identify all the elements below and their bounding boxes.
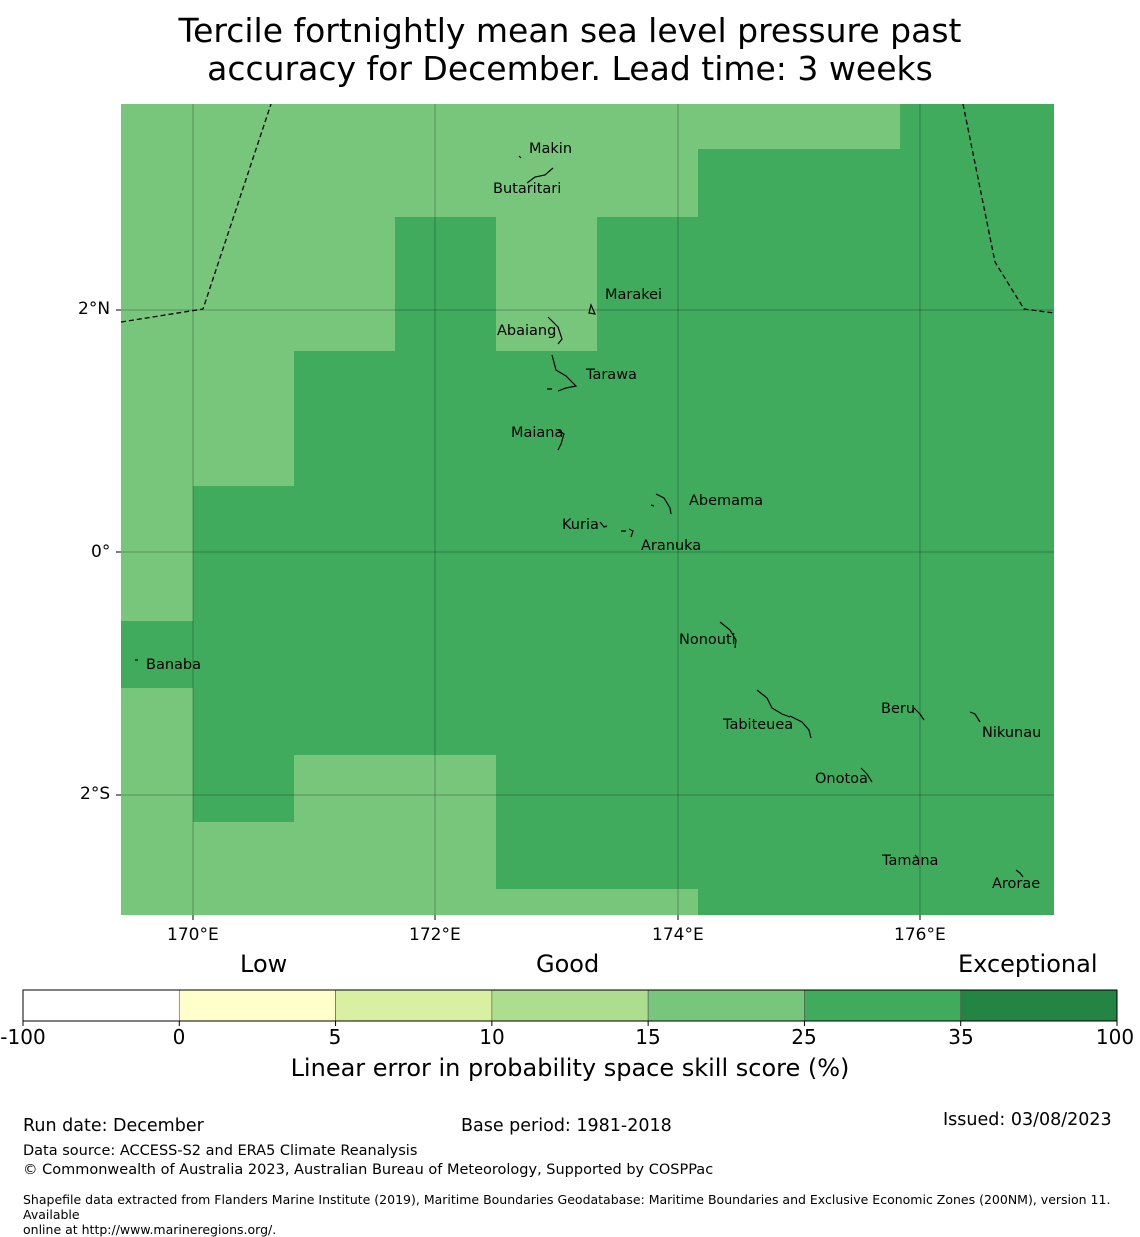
colorbar-axis-label: Linear error in probability space skill … <box>290 1054 850 1082</box>
colorbar-label-exceptional: Exceptional <box>958 950 1098 978</box>
place-label-butaritari: Butaritari <box>493 181 562 197</box>
graticule <box>121 104 1054 915</box>
island-arorae-shape <box>1015 869 1024 878</box>
eez-boundary <box>120 103 1055 323</box>
score-grid <box>121 104 1054 915</box>
place-label-tabiteuea: Tabiteuea <box>723 717 794 733</box>
island-beru-shape <box>913 707 925 721</box>
lon-label-174e: 174°E <box>652 925 704 945</box>
issued-date: Issued: 03/08/2023 <box>943 1110 1112 1130</box>
colorbar-tick-label: 15 <box>635 1025 661 1049</box>
island-tamana-shape <box>914 854 919 859</box>
island-maiana-shape <box>557 429 565 451</box>
colorbar-segment <box>335 989 493 1022</box>
island-onotoa-shape <box>860 767 873 783</box>
colorbar-tick-label: 35 <box>948 1025 974 1049</box>
chart-title-line-1: Tercile fortnightly mean sea level press… <box>178 11 962 50</box>
colorbar-tick-label: 0 <box>172 1025 186 1049</box>
place-label-nikunau: Nikunau <box>982 725 1042 741</box>
island-abemama-shape <box>650 493 672 515</box>
axis-ticks <box>116 309 921 920</box>
island-tarawa-shape <box>547 354 578 392</box>
place-label-maiana: Maiana <box>511 425 564 441</box>
region-score-25-35 <box>121 104 1054 915</box>
eez-boundary-east <box>962 103 1055 314</box>
island-kuria-shape <box>599 521 608 528</box>
lon-label-170e: 170°E <box>167 925 219 945</box>
copyright-notice: © Commonwealth of Australia 2023, Austra… <box>23 1162 714 1178</box>
place-label-onotoa: Onotoa <box>815 771 868 787</box>
colorbar-segment <box>647 989 805 1022</box>
lat-label-0: 0° <box>91 542 111 562</box>
lat-label-2s: 2°S <box>80 784 111 804</box>
colorbar-segment <box>491 989 649 1022</box>
lon-label-176e: 176°E <box>894 925 946 945</box>
place-label-arorae: Arorae <box>992 876 1041 892</box>
island-aranuka-shape <box>621 528 634 538</box>
island-abaiang-shape <box>547 316 563 345</box>
place-label-tamana: Tamana <box>882 853 939 869</box>
shapefile-credit-line-1: Shapefile data extracted from Flanders M… <box>23 1192 1111 1222</box>
place-label-aranuka: Aranuka <box>641 538 702 554</box>
colorbar-segment <box>178 989 336 1022</box>
colorbar <box>22 989 1118 1026</box>
colorbar-tick-label: 10 <box>479 1025 505 1049</box>
place-label-marakei: Marakei <box>605 287 663 303</box>
colorbar-segment <box>22 989 180 1022</box>
place-label-tarawa: Tarawa <box>586 367 637 383</box>
data-source: Data source: ACCESS-S2 and ERA5 Climate … <box>23 1143 418 1159</box>
colorbar-segment <box>960 989 1118 1022</box>
island-nikunau-shape <box>969 711 981 723</box>
chart-title-line-2: accuracy for December. Lead time: 3 week… <box>207 49 933 88</box>
island-marakei-shape <box>588 303 597 315</box>
place-label-nonouti: Nonouti <box>679 632 736 648</box>
base-period: Base period: 1981-2018 <box>461 1116 672 1136</box>
island-nonouti-shape <box>719 621 737 649</box>
island-tabiteuea-shape <box>756 689 812 739</box>
run-date: Run date: December <box>23 1116 204 1136</box>
lon-label-172e: 172°E <box>409 925 461 945</box>
place-label-makin: Makin <box>529 141 573 157</box>
island-butaritari-shape <box>526 167 554 184</box>
colorbar-label-low: Low <box>240 950 288 978</box>
colorbar-label-good: Good <box>536 950 600 978</box>
colorbar-tick-label: 5 <box>328 1025 342 1049</box>
colorbar-tick-label: 25 <box>791 1025 817 1049</box>
place-label-abemama: Abemama <box>689 493 764 509</box>
island-outlines <box>135 155 1024 878</box>
place-label-banaba: Banaba <box>146 657 201 673</box>
eez-boundary-west <box>120 103 272 323</box>
colorbar-tick-label: -100 <box>0 1025 46 1049</box>
colorbar-segment <box>804 989 962 1022</box>
place-label-beru: Beru <box>881 701 916 717</box>
place-label-abaiang: Abaiang <box>497 323 557 339</box>
place-label-kuria: Kuria <box>562 517 599 533</box>
island-makin-shape <box>518 155 522 159</box>
shapefile-credit: Shapefile data extracted from Flanders M… <box>23 1192 1138 1237</box>
colorbar-frame <box>22 989 1118 1022</box>
colorbar-tick-label: 100 <box>1095 1025 1135 1049</box>
lat-label-2n: 2°N <box>78 299 111 319</box>
